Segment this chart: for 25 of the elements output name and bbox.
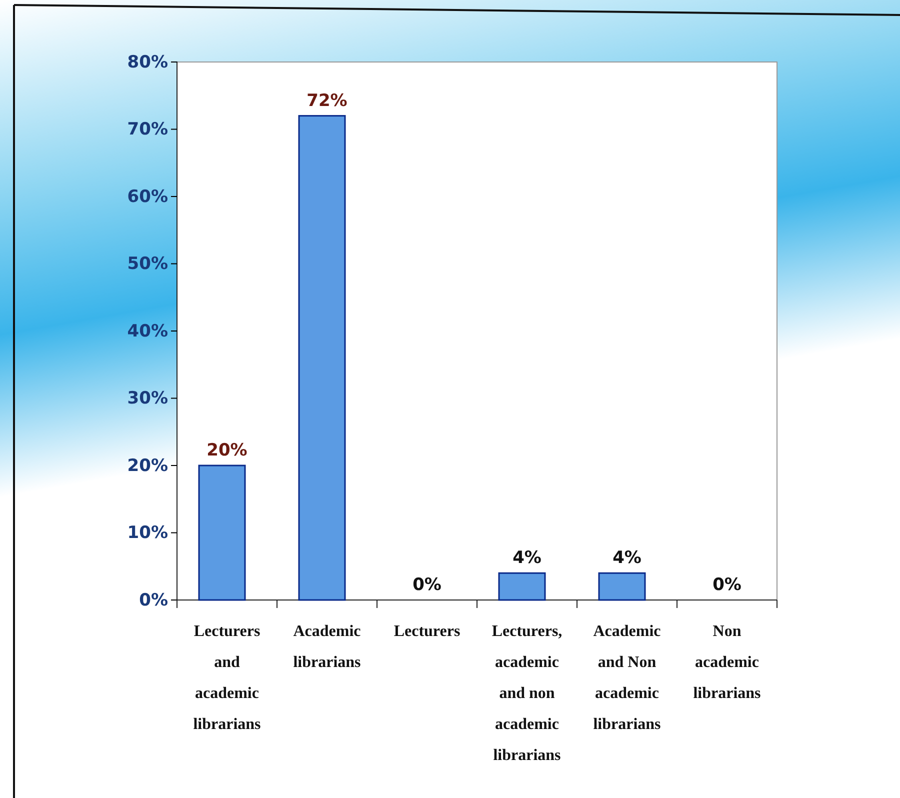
x-tick-label: Lecturers and academic librarians <box>193 623 261 733</box>
y-tick-label: 50% <box>127 254 168 274</box>
data-label: 20% <box>206 440 248 460</box>
y-tick-label: 80% <box>127 52 168 72</box>
y-tick-label: 10% <box>127 523 168 544</box>
data-label: 0% <box>712 575 742 595</box>
data-label: 4% <box>612 548 642 568</box>
bar <box>498 572 546 601</box>
bar <box>298 115 346 601</box>
x-tick-label: Non academic librarians <box>693 623 761 702</box>
y-tick-label: 0% <box>139 590 168 610</box>
data-label: 0% <box>412 575 442 595</box>
x-tick-label: Lecturers <box>394 623 460 640</box>
bar <box>598 572 646 601</box>
y-tick-label: 20% <box>127 456 168 476</box>
y-tick-label: 40% <box>127 321 168 342</box>
data-label: 4% <box>512 548 542 568</box>
x-tick-label: Lecturers, academic and non academic librarians <box>492 623 562 764</box>
x-tick-label: Academic librarians <box>293 623 361 671</box>
x-tick-label: Academic and Non academic librarians <box>593 623 661 733</box>
y-tick-label: 30% <box>127 388 168 409</box>
y-tick-label: 70% <box>127 120 168 140</box>
data-label: 72% <box>306 90 348 111</box>
bar <box>198 464 246 601</box>
y-tick-label: 60% <box>127 186 168 207</box>
